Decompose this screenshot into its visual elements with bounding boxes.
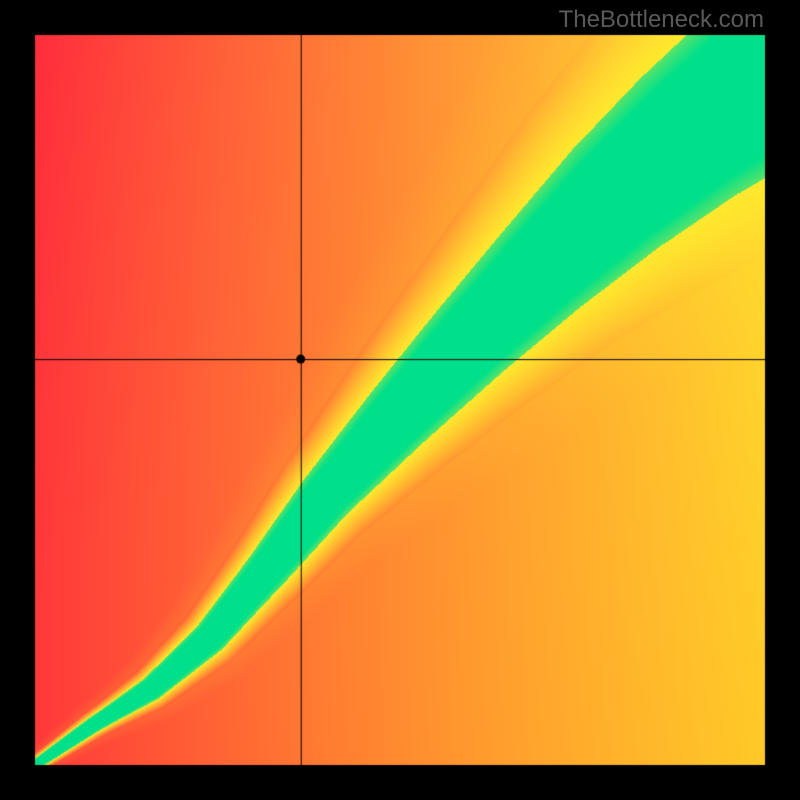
heatmap-canvas (0, 0, 800, 800)
chart-root: TheBottleneck.com (0, 0, 800, 800)
watermark-text: TheBottleneck.com (559, 6, 764, 34)
